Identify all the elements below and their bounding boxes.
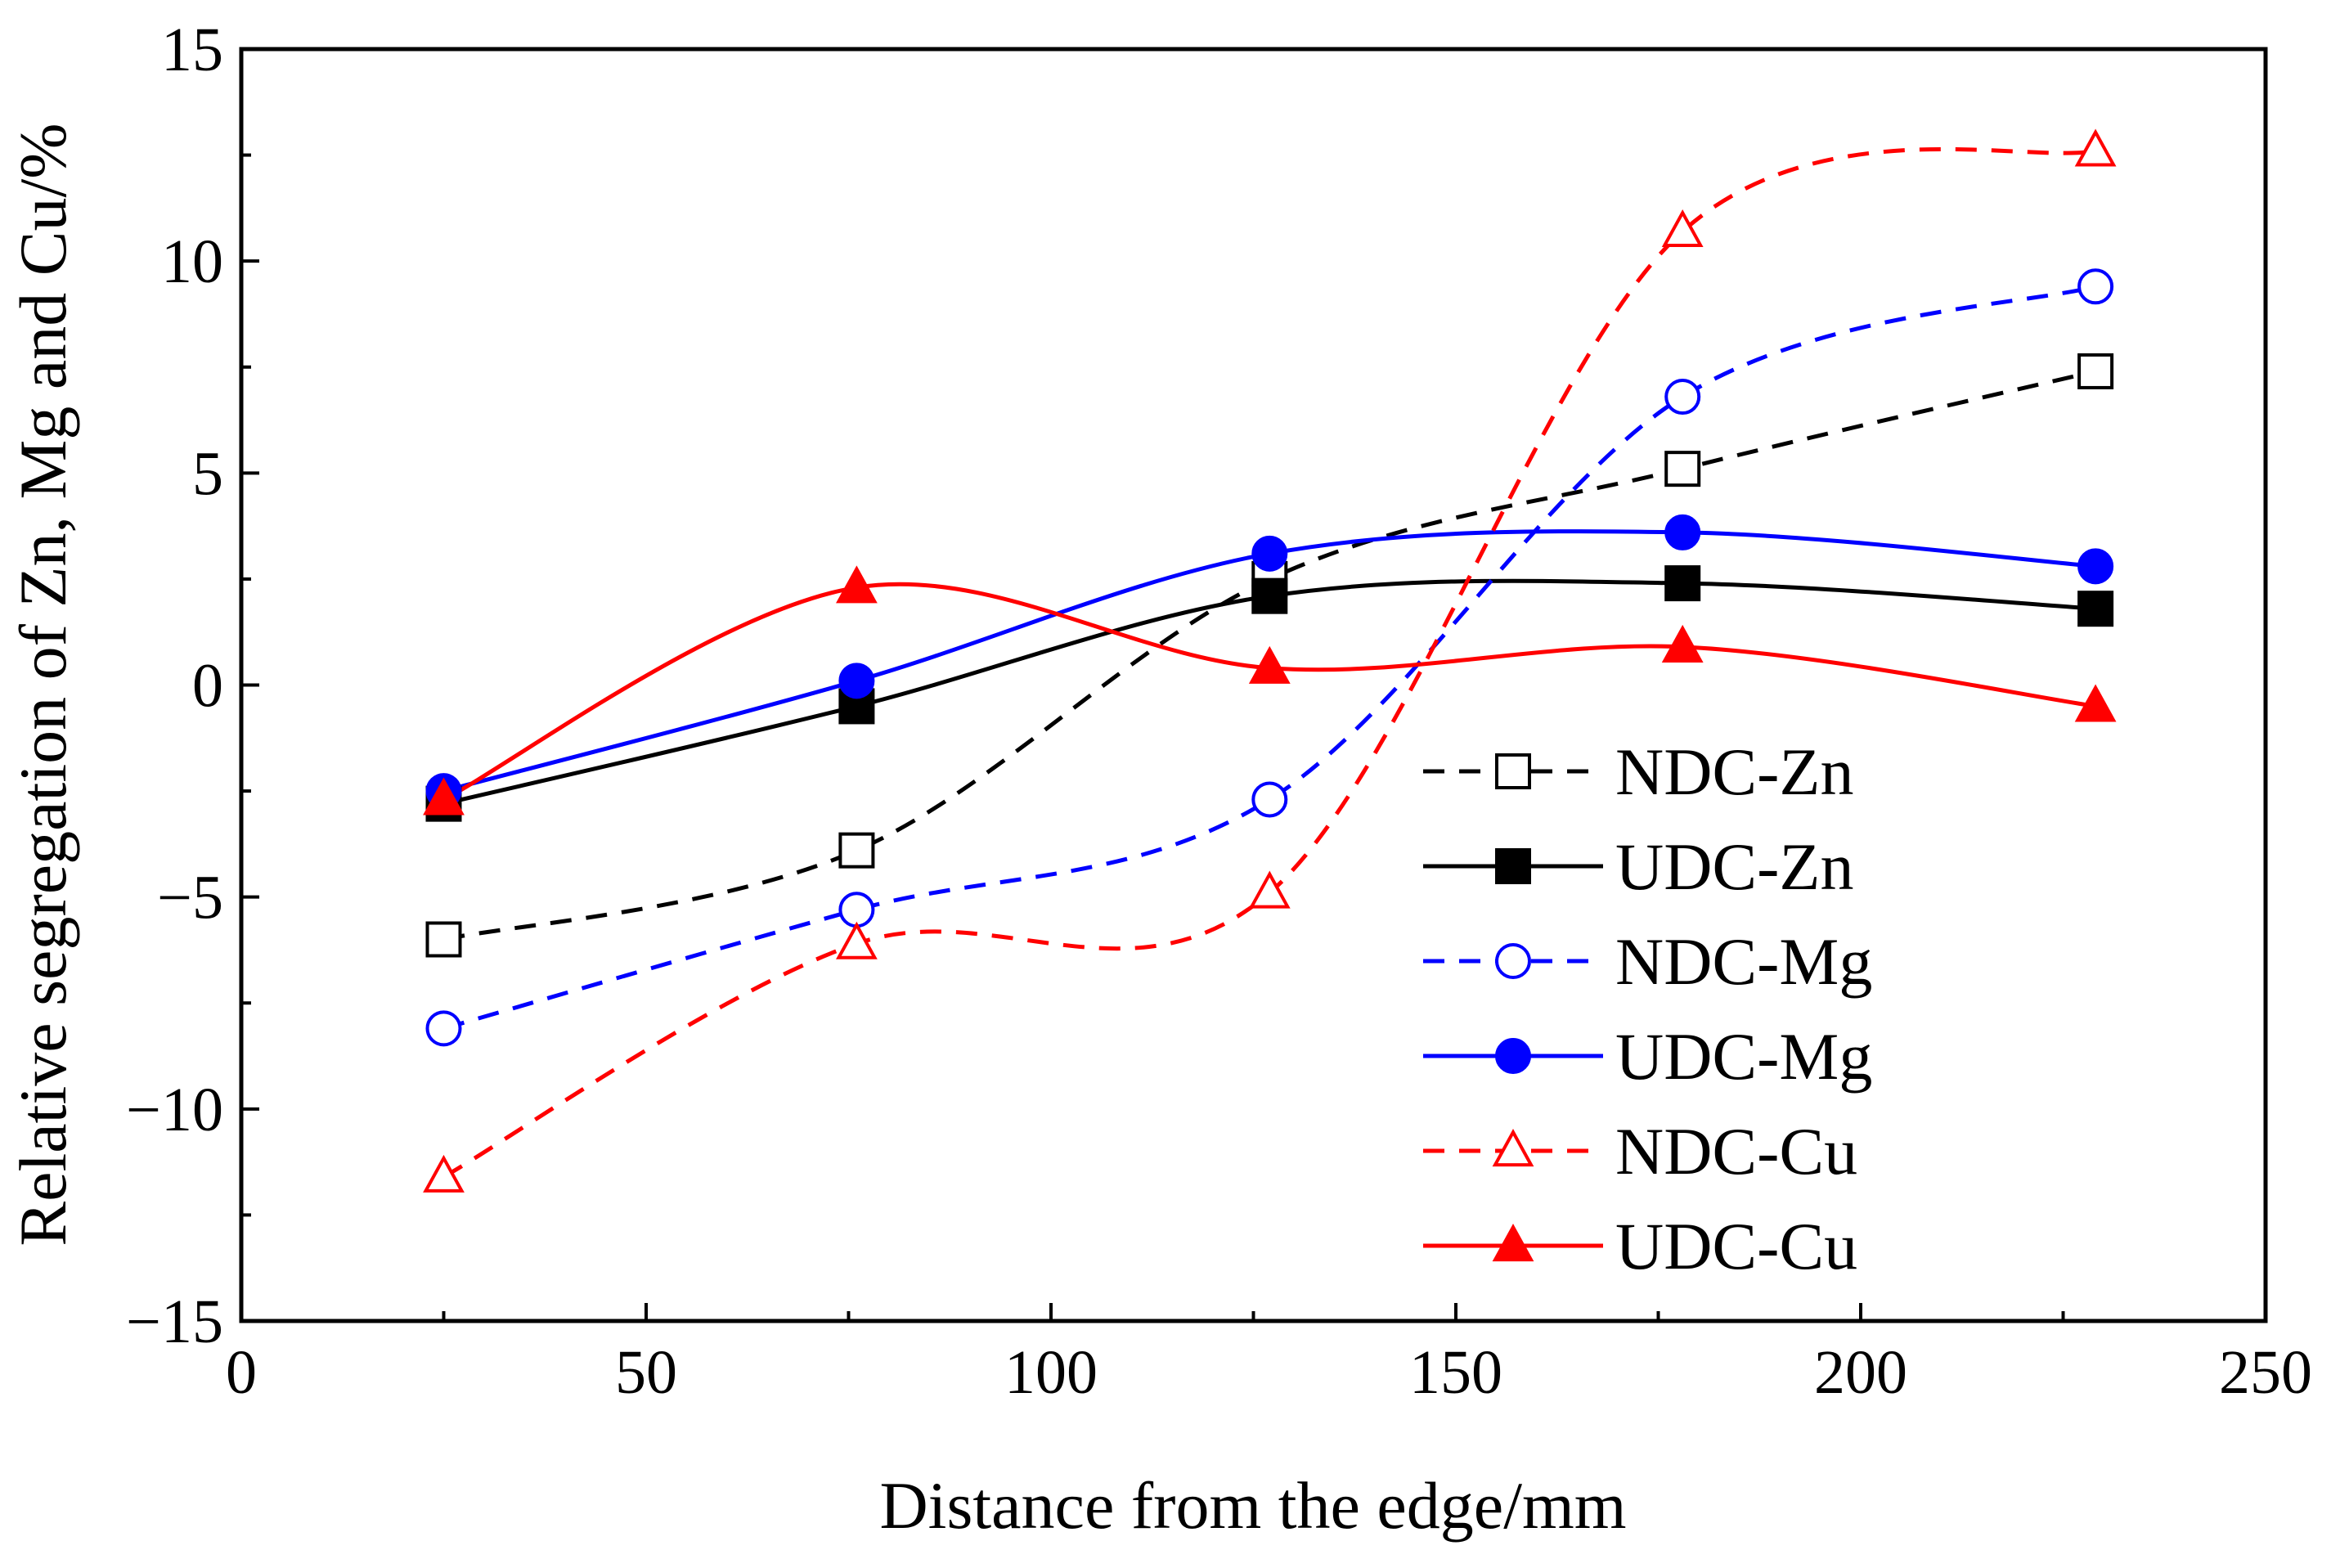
data-point-udc-mg — [1251, 535, 1288, 572]
data-point-udc-mg — [1664, 514, 1701, 550]
y-tick-label: −10 — [126, 1076, 223, 1144]
data-point-udc-cu — [1661, 624, 1704, 663]
x-tick-label: 150 — [1409, 1338, 1502, 1407]
legend-label-ndc-mg: NDC-Mg — [1615, 924, 1872, 999]
data-point-udc-cu — [1248, 645, 1291, 684]
legend-marker-udc-zn — [1495, 848, 1531, 884]
data-point-ndc-zn — [838, 832, 875, 869]
x-tick-label: 200 — [1814, 1338, 1907, 1407]
x-axis-title: Distance from the edge/mm — [879, 1468, 1626, 1543]
data-point-udc-mg — [838, 663, 875, 699]
y-axis-ticks: −15 −10 −5 0 5 10 15 — [126, 16, 259, 1356]
x-axis-ticks: 0 50 100 150 200 250 — [226, 1303, 2312, 1407]
y-tick-label: 10 — [161, 227, 223, 296]
data-point-udc-zn — [1664, 565, 1701, 602]
legend-marker-ndc-cu — [1492, 1129, 1534, 1167]
legend-label-udc-mg: UDC-Mg — [1615, 1019, 1872, 1094]
data-point-udc-zn — [1251, 577, 1288, 614]
data-point-ndc-mg — [1664, 379, 1701, 416]
data-point-ndc-cu — [2074, 128, 2117, 167]
legend-label-ndc-zn: NDC-Zn — [1615, 735, 1854, 809]
data-point-udc-cu — [423, 777, 465, 815]
y-tick-label: −5 — [157, 864, 223, 932]
x-tick-label: 250 — [2219, 1338, 2312, 1407]
data-point-ndc-mg — [838, 892, 875, 928]
series-line-ndc-mg — [442, 284, 2096, 1031]
data-point-ndc-mg — [1251, 781, 1288, 818]
data-point-udc-zn — [2077, 591, 2114, 627]
data-point-udc-cu — [2074, 684, 2117, 722]
legend-label-ndc-cu: NDC-Cu — [1615, 1114, 1857, 1188]
x-tick-label: 50 — [615, 1338, 677, 1407]
data-point-ndc-cu — [836, 921, 878, 959]
legend-label-udc-cu: UDC-Cu — [1615, 1209, 1857, 1283]
legend-marker-ndc-zn — [1495, 753, 1531, 789]
x-tick-label: 0 — [226, 1338, 257, 1407]
legend-label-udc-zn: UDC-Zn — [1615, 829, 1854, 904]
data-point-ndc-cu — [423, 1154, 465, 1193]
legend: NDC-Zn UDC-Zn NDC-Mg UDC-Mg NDC-Cu UDC-Cu — [1423, 735, 1872, 1283]
data-point-udc-cu — [836, 565, 878, 604]
legend-marker-ndc-mg — [1495, 943, 1531, 979]
x-tick-label: 100 — [1004, 1338, 1098, 1407]
data-point-ndc-mg — [425, 1010, 462, 1047]
data-point-ndc-zn — [425, 921, 462, 958]
series-markers — [423, 128, 2117, 1193]
y-tick-label: 15 — [161, 16, 223, 84]
y-tick-label: 5 — [192, 439, 223, 508]
legend-marker-udc-cu — [1492, 1224, 1534, 1262]
data-point-udc-mg — [2077, 548, 2114, 585]
data-point-ndc-cu — [1661, 209, 1704, 247]
series-line-ndc-cu — [442, 146, 2096, 1179]
data-point-ndc-zn — [1664, 451, 1701, 487]
data-point-ndc-mg — [2077, 268, 2114, 305]
y-axis-title: Relative segregation of Zn, Mg and Cu/% — [6, 123, 80, 1246]
y-tick-label: 0 — [192, 652, 223, 721]
y-tick-label: −15 — [126, 1287, 223, 1356]
data-point-ndc-zn — [2077, 353, 2114, 389]
legend-marker-udc-mg — [1495, 1038, 1531, 1074]
data-point-ndc-cu — [1248, 870, 1291, 909]
